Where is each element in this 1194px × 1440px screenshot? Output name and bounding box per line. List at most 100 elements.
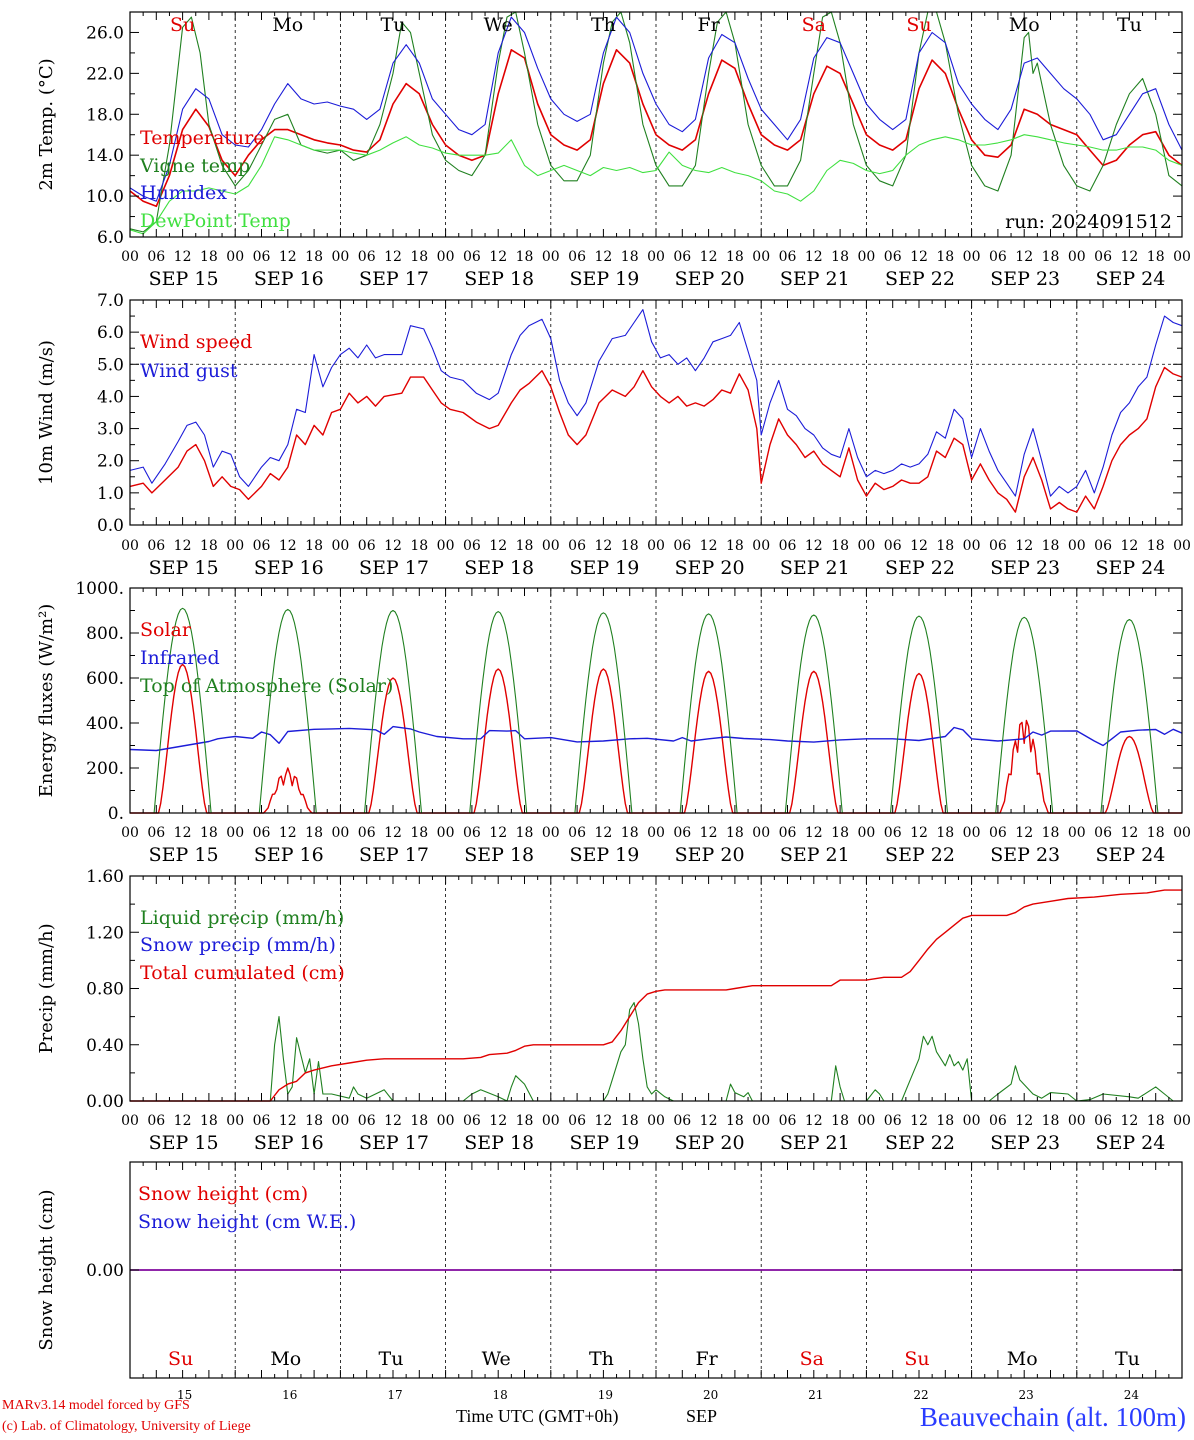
hour-label: 12 bbox=[1120, 538, 1138, 554]
date-label: SEP 15 bbox=[149, 268, 219, 290]
hour-label: 00 bbox=[857, 1113, 875, 1129]
date-label: SEP 21 bbox=[780, 557, 850, 579]
series-line bbox=[129, 366, 1183, 513]
hour-label: 00 bbox=[1068, 825, 1086, 841]
date-label: SEP 15 bbox=[149, 1132, 219, 1154]
hour-label: 18 bbox=[621, 249, 639, 265]
series-line bbox=[129, 725, 1183, 752]
hour-label: 18 bbox=[726, 1113, 744, 1129]
hour-label: 18 bbox=[410, 1113, 428, 1129]
hour-label: 12 bbox=[1120, 825, 1138, 841]
hour-label: 06 bbox=[673, 538, 691, 554]
hour-label: 00 bbox=[857, 249, 875, 265]
hour-label: 12 bbox=[384, 538, 402, 554]
hour-label: 00 bbox=[647, 538, 665, 554]
hour-label: 06 bbox=[568, 825, 586, 841]
hour-label: 00 bbox=[647, 249, 665, 265]
day-number: 15 bbox=[177, 1388, 192, 1402]
date-label: SEP 17 bbox=[359, 557, 429, 579]
hour-label: 06 bbox=[989, 825, 1007, 841]
hour-label: 12 bbox=[1120, 249, 1138, 265]
hour-label: 06 bbox=[147, 249, 165, 265]
hour-label: 18 bbox=[1042, 1113, 1060, 1129]
hour-label: 18 bbox=[621, 538, 639, 554]
date-label: SEP 21 bbox=[780, 268, 850, 290]
hour-label: 18 bbox=[936, 1113, 954, 1129]
hour-label: 06 bbox=[989, 249, 1007, 265]
lab-credit: (c) Lab. of Climatology, University of L… bbox=[2, 1419, 251, 1434]
hour-label: 18 bbox=[410, 249, 428, 265]
hour-label: 06 bbox=[463, 249, 481, 265]
weekday-label: Sa bbox=[802, 14, 826, 36]
date-label: SEP 16 bbox=[254, 557, 324, 579]
date-label: SEP 18 bbox=[464, 557, 534, 579]
hour-label: 18 bbox=[621, 825, 639, 841]
hour-label: 12 bbox=[594, 538, 612, 554]
hour-label: 18 bbox=[1147, 825, 1165, 841]
y-tick-label: 10.0 bbox=[86, 187, 124, 207]
weekday-label: Su bbox=[168, 1348, 193, 1370]
hour-label: 00 bbox=[121, 249, 139, 265]
hour-label: 06 bbox=[884, 249, 902, 265]
y-tick-label: 22.0 bbox=[86, 64, 124, 84]
hour-label: 12 bbox=[700, 1113, 718, 1129]
hour-label: 18 bbox=[831, 249, 849, 265]
weekday-label: We bbox=[482, 1348, 511, 1370]
hour-label: 18 bbox=[1147, 1113, 1165, 1129]
hour-label: 00 bbox=[857, 538, 875, 554]
date-label: SEP 23 bbox=[990, 844, 1060, 866]
hour-label: 06 bbox=[779, 249, 797, 265]
hour-label: 12 bbox=[700, 825, 718, 841]
hour-label: 06 bbox=[463, 825, 481, 841]
legend-entry: Wind speed bbox=[140, 331, 252, 353]
hour-label: 00 bbox=[437, 1113, 455, 1129]
date-label: SEP 23 bbox=[990, 268, 1060, 290]
hour-label: 12 bbox=[489, 825, 507, 841]
hour-label: 06 bbox=[358, 249, 376, 265]
y-tick-label: 800. bbox=[86, 624, 124, 644]
legend-entry: Solar bbox=[140, 619, 192, 641]
date-label: SEP 22 bbox=[885, 557, 955, 579]
hour-label: 06 bbox=[463, 1113, 481, 1129]
hour-label: 18 bbox=[305, 249, 323, 265]
hour-label: 18 bbox=[726, 825, 744, 841]
hour-label: 06 bbox=[147, 538, 165, 554]
day-number: 17 bbox=[387, 1388, 402, 1402]
date-label: SEP 17 bbox=[359, 844, 429, 866]
date-label: SEP 15 bbox=[149, 557, 219, 579]
hour-label: 06 bbox=[358, 825, 376, 841]
hour-label: 06 bbox=[884, 825, 902, 841]
day-number: 23 bbox=[1019, 1388, 1034, 1402]
hour-label: 06 bbox=[884, 1113, 902, 1129]
hour-label: 06 bbox=[253, 825, 271, 841]
hour-label: 12 bbox=[805, 1113, 823, 1129]
date-label: SEP 15 bbox=[149, 844, 219, 866]
hour-label: 00 bbox=[963, 538, 981, 554]
hour-label: 06 bbox=[568, 1113, 586, 1129]
weekday-label: Th bbox=[589, 1348, 614, 1370]
legend-entry: Snow precip (mm/h) bbox=[140, 934, 336, 956]
hour-label: 18 bbox=[1147, 249, 1165, 265]
legend-entry: Temperature bbox=[140, 127, 264, 149]
hour-label: 06 bbox=[253, 1113, 271, 1129]
series-line bbox=[129, 49, 1183, 208]
date-label: SEP 24 bbox=[1095, 1132, 1165, 1154]
month-label: SEP bbox=[686, 1406, 718, 1426]
hour-label: 12 bbox=[279, 825, 297, 841]
date-label: SEP 18 bbox=[464, 844, 534, 866]
series-line bbox=[129, 134, 1183, 235]
hour-label: 00 bbox=[331, 825, 349, 841]
weekday-label: Tu bbox=[379, 1348, 404, 1370]
hour-label: 18 bbox=[726, 538, 744, 554]
day-number: 21 bbox=[808, 1388, 823, 1402]
hour-label: 06 bbox=[989, 538, 1007, 554]
hour-label: 00 bbox=[331, 249, 349, 265]
date-label: SEP 19 bbox=[569, 557, 639, 579]
hour-label: 12 bbox=[700, 249, 718, 265]
y-tick-label: 5.0 bbox=[97, 355, 124, 375]
date-label: SEP 22 bbox=[885, 268, 955, 290]
hour-label: 06 bbox=[568, 538, 586, 554]
date-label: SEP 18 bbox=[464, 1132, 534, 1154]
hour-label: 00 bbox=[437, 538, 455, 554]
